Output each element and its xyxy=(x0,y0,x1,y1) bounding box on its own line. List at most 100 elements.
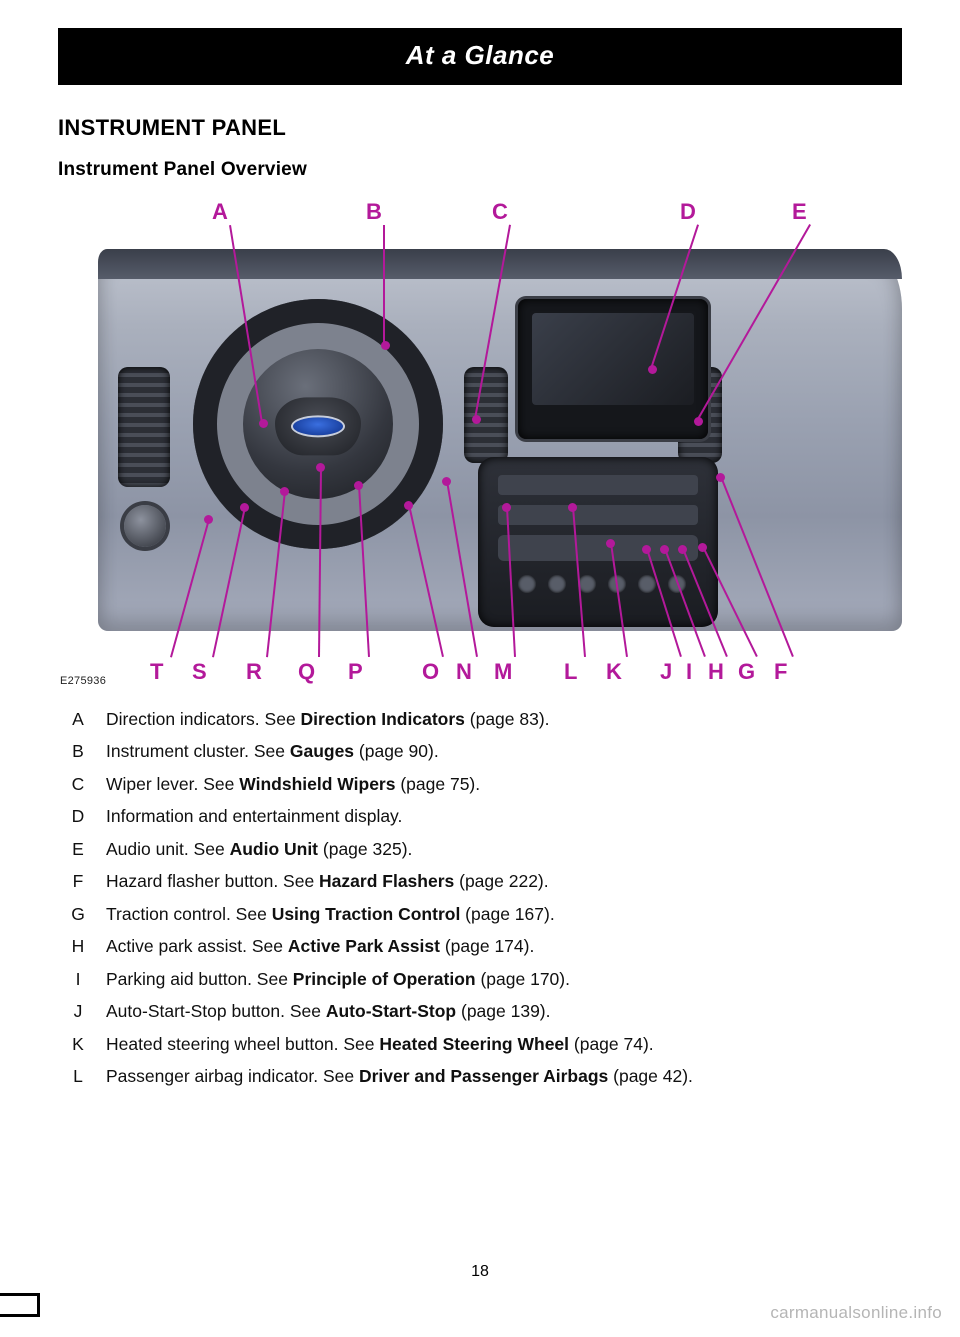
callout-label: T xyxy=(150,659,163,685)
legend-text: Instrument cluster. See Gauges (page 90)… xyxy=(106,743,439,761)
legend-row: GTraction control. See Using Traction Co… xyxy=(58,898,902,931)
legend-text: Hazard flasher button. See Hazard Flashe… xyxy=(106,873,549,891)
legend-row: CWiper lever. See Windshield Wipers (pag… xyxy=(58,768,902,801)
legend-letter: L xyxy=(58,1068,106,1086)
legend-text: Traction control. See Using Traction Con… xyxy=(106,906,555,924)
legend-letter: I xyxy=(58,971,106,989)
legend-text: Heated steering wheel button. See Heated… xyxy=(106,1036,654,1054)
legend-row: ADirection indicators. See Direction Ind… xyxy=(58,703,902,736)
callout-dot xyxy=(354,481,363,490)
legend-row: BInstrument cluster. See Gauges (page 90… xyxy=(58,736,902,769)
steering-wheel-icon xyxy=(193,299,443,549)
watermark: carmanualsonline.info xyxy=(770,1303,942,1323)
legend-row: EAudio unit. See Audio Unit (page 325). xyxy=(58,833,902,866)
callout-dot xyxy=(316,463,325,472)
callout-label: H xyxy=(708,659,724,685)
callout-label: Q xyxy=(298,659,315,685)
callout-dot xyxy=(502,503,511,512)
callout-dot xyxy=(568,503,577,512)
callout-label: C xyxy=(492,199,508,225)
callout-label: P xyxy=(348,659,363,685)
callout-dot xyxy=(660,545,669,554)
callout-label: N xyxy=(456,659,472,685)
header-title: At a Glance xyxy=(406,40,555,70)
wheel-hub xyxy=(275,397,361,455)
diagram-image-id: E275936 xyxy=(60,675,106,687)
callout-dot xyxy=(442,477,451,486)
center-stack-icon xyxy=(478,457,718,627)
legend-letter: B xyxy=(58,743,106,761)
legend-letter: A xyxy=(58,711,106,729)
air-vent-icon xyxy=(118,367,170,487)
legend-letter: J xyxy=(58,1003,106,1021)
callout-dot xyxy=(606,539,615,548)
legend-text: Parking aid button. See Principle of Ope… xyxy=(106,971,570,989)
legend-row: DInformation and entertainment display. xyxy=(58,801,902,834)
ford-badge-icon xyxy=(291,415,345,437)
legend-row: HActive park assist. See Active Park Ass… xyxy=(58,931,902,964)
legend-text: Direction indicators. See Direction Indi… xyxy=(106,711,550,729)
callout-label: A xyxy=(212,199,228,225)
callout-dot xyxy=(472,415,481,424)
legend-row: JAuto-Start-Stop button. See Auto-Start-… xyxy=(58,996,902,1029)
callout-label: E xyxy=(792,199,807,225)
callout-label: R xyxy=(246,659,262,685)
callout-dot xyxy=(240,503,249,512)
legend-row: LPassenger airbag indicator. See Driver … xyxy=(58,1061,902,1094)
legend-letter: F xyxy=(58,873,106,891)
instrument-panel-diagram: E275936 A B C D E T S R Q P ONM L K JIHGF xyxy=(58,189,902,689)
legend-text: Information and entertainment display. xyxy=(106,808,402,826)
callout-label: L xyxy=(564,659,577,685)
infotainment-screen-icon xyxy=(518,299,708,439)
edge-tab xyxy=(0,1293,40,1317)
callout-label: O xyxy=(422,659,439,685)
legend-letter: C xyxy=(58,776,106,794)
legend-letter: H xyxy=(58,938,106,956)
legend-text: Active park assist. See Active Park Assi… xyxy=(106,938,534,956)
callout-dot xyxy=(381,341,390,350)
subsection-title: Instrument Panel Overview xyxy=(58,159,902,181)
legend-text: Auto-Start-Stop button. See Auto-Start-S… xyxy=(106,1003,551,1021)
legend-letter: K xyxy=(58,1036,106,1054)
legend-letter: E xyxy=(58,841,106,859)
page: At a Glance INSTRUMENT PANEL Instrument … xyxy=(0,0,960,1337)
page-number: 18 xyxy=(0,1263,960,1281)
callout-line xyxy=(383,225,385,345)
callout-dot xyxy=(204,515,213,524)
stack-button-icon xyxy=(548,575,566,593)
section-title: INSTRUMENT PANEL xyxy=(58,115,902,141)
legend-text: Passenger airbag indicator. See Driver a… xyxy=(106,1068,693,1086)
legend-letter: D xyxy=(58,808,106,826)
legend-row: FHazard flasher button. See Hazard Flash… xyxy=(58,866,902,899)
legend-text: Audio unit. See Audio Unit (page 325). xyxy=(106,841,412,859)
callout-dot xyxy=(642,545,651,554)
stack-button-icon xyxy=(518,575,536,593)
stack-row xyxy=(498,505,698,525)
stack-row xyxy=(498,475,698,495)
callout-label: G xyxy=(738,659,755,685)
air-vent-icon xyxy=(464,367,508,463)
callout-dot xyxy=(259,419,268,428)
callout-label: J xyxy=(660,659,672,685)
callout-dot xyxy=(694,417,703,426)
callout-dot xyxy=(678,545,687,554)
screen-inner xyxy=(532,313,694,405)
callout-label: D xyxy=(680,199,696,225)
legend-row: IParking aid button. See Principle of Op… xyxy=(58,963,902,996)
callout-dot xyxy=(280,487,289,496)
legend-letter: G xyxy=(58,906,106,924)
callout-label: K xyxy=(606,659,622,685)
knob-icon xyxy=(124,505,166,547)
legend-list: ADirection indicators. See Direction Ind… xyxy=(58,703,902,1093)
callout-dot xyxy=(698,543,707,552)
legend-row: KHeated steering wheel button. See Heate… xyxy=(58,1028,902,1061)
callout-label: I xyxy=(686,659,692,685)
callout-label: S xyxy=(192,659,207,685)
stack-button-icon xyxy=(638,575,656,593)
legend-text: Wiper lever. See Windshield Wipers (page… xyxy=(106,776,480,794)
callout-label: F xyxy=(774,659,787,685)
callout-dot xyxy=(648,365,657,374)
callout-label: B xyxy=(366,199,382,225)
callout-label: M xyxy=(494,659,512,685)
page-header: At a Glance xyxy=(58,28,902,85)
